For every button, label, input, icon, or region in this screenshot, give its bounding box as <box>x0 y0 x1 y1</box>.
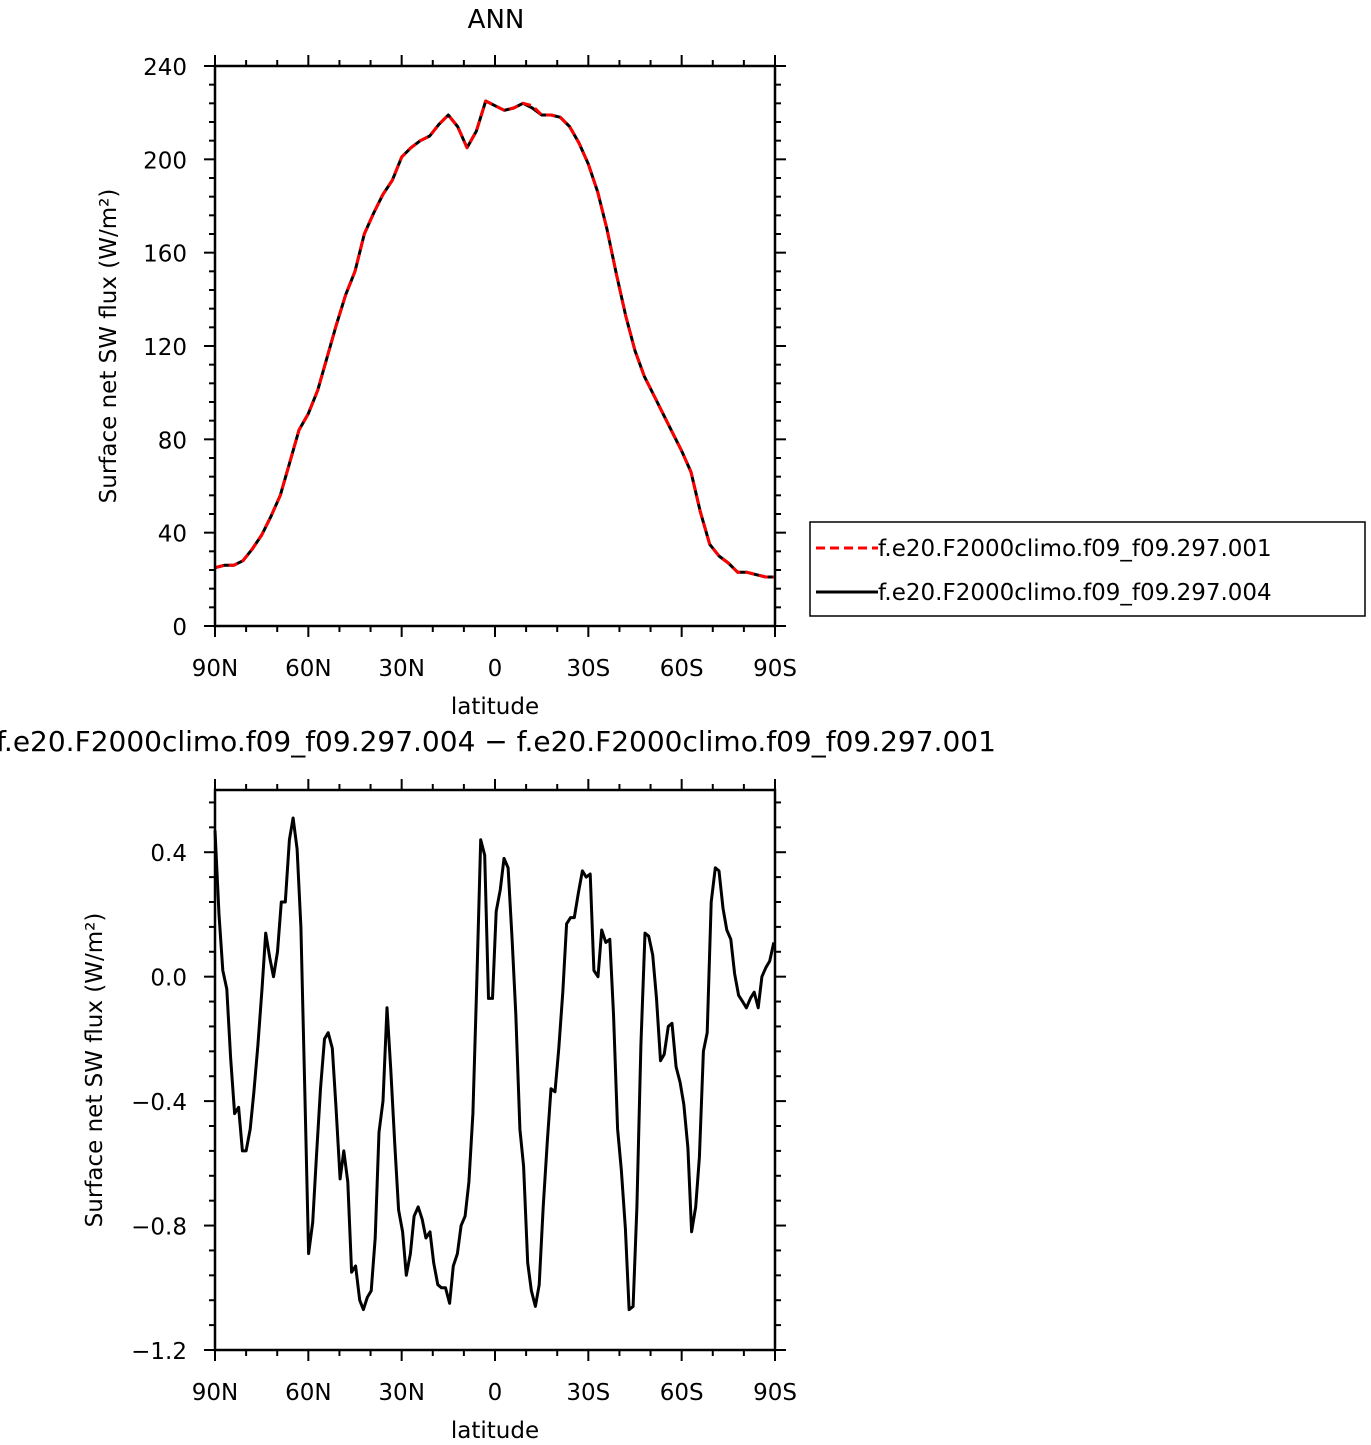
x-axis-label: latitude <box>451 694 539 720</box>
x-tick-label: 90S <box>753 1380 797 1406</box>
series-line-2 <box>214 99 775 579</box>
y-tick-label: 120 <box>143 335 187 361</box>
x-tick-label: 30N <box>378 656 424 682</box>
x-tick-label: 90N <box>192 1380 238 1406</box>
x-tick-labels: 90N 60N 30N 0 30S 60S 90S <box>192 1380 797 1406</box>
chart-title: ANN <box>468 5 525 35</box>
y-tick-label: 160 <box>143 242 187 268</box>
legend-label-series-2: f.e20.F2000climo.f09_f09.297.004 <box>878 580 1272 606</box>
legend-box <box>809 521 1366 617</box>
tick-marks <box>204 779 786 1361</box>
series-line-1 <box>214 99 775 579</box>
x-tick-label: 60N <box>285 656 331 682</box>
y-tick-label: 40 <box>158 522 187 548</box>
chart-flux-difference: f.e20.F2000climo.f09_f09.297.004 − f.e20… <box>0 725 996 1444</box>
x-tick-label: 60S <box>660 656 704 682</box>
x-tick-label: 90N <box>192 656 238 682</box>
x-tick-label: 0 <box>488 1380 503 1406</box>
x-tick-labels: 90N 60N 30N 0 30S 60S 90S <box>192 656 797 682</box>
x-tick-label: 60N <box>285 1380 331 1406</box>
y-tick-label: 200 <box>143 148 187 174</box>
x-tick-label: 30S <box>566 656 610 682</box>
y-axis-label: Surface net SW flux (W/m²) <box>82 913 108 1228</box>
series-lines <box>214 99 775 579</box>
x-axis-label: latitude <box>451 1418 539 1444</box>
plot-frame <box>213 788 777 1352</box>
legend-label-series-1: f.e20.F2000climo.f09_f09.297.001 <box>878 536 1272 562</box>
x-tick-label: 30S <box>566 1380 610 1406</box>
y-tick-label: 0 <box>172 615 187 641</box>
y-tick-labels: −1.2 −0.8 −0.4 0.0 0.4 <box>131 841 187 1365</box>
y-tick-label: −1.2 <box>131 1339 187 1365</box>
legend: f.e20.F2000climo.f09_f09.297.001 f.e20.F… <box>809 521 1366 617</box>
y-tick-label: 80 <box>158 428 187 454</box>
series-lines <box>213 816 776 1312</box>
chart-title: f.e20.F2000climo.f09_f09.297.004 − f.e20… <box>0 725 996 758</box>
y-axis-label: Surface net SW flux (W/m²) <box>96 189 122 504</box>
y-tick-labels: 0 40 80 120 160 200 240 <box>143 55 187 641</box>
series-line-1 <box>213 816 776 1312</box>
x-tick-label: 60S <box>660 1380 704 1406</box>
y-tick-label: −0.8 <box>131 1215 187 1241</box>
y-tick-label: 0.4 <box>150 841 187 867</box>
x-tick-label: 0 <box>488 656 503 682</box>
y-tick-label: 240 <box>143 55 187 81</box>
y-tick-label: −0.4 <box>131 1090 187 1116</box>
plot-frame <box>213 64 777 628</box>
x-tick-label: 30N <box>378 1380 424 1406</box>
x-tick-label: 90S <box>753 656 797 682</box>
tick-marks <box>204 55 786 637</box>
y-tick-label: 0.0 <box>150 966 187 992</box>
